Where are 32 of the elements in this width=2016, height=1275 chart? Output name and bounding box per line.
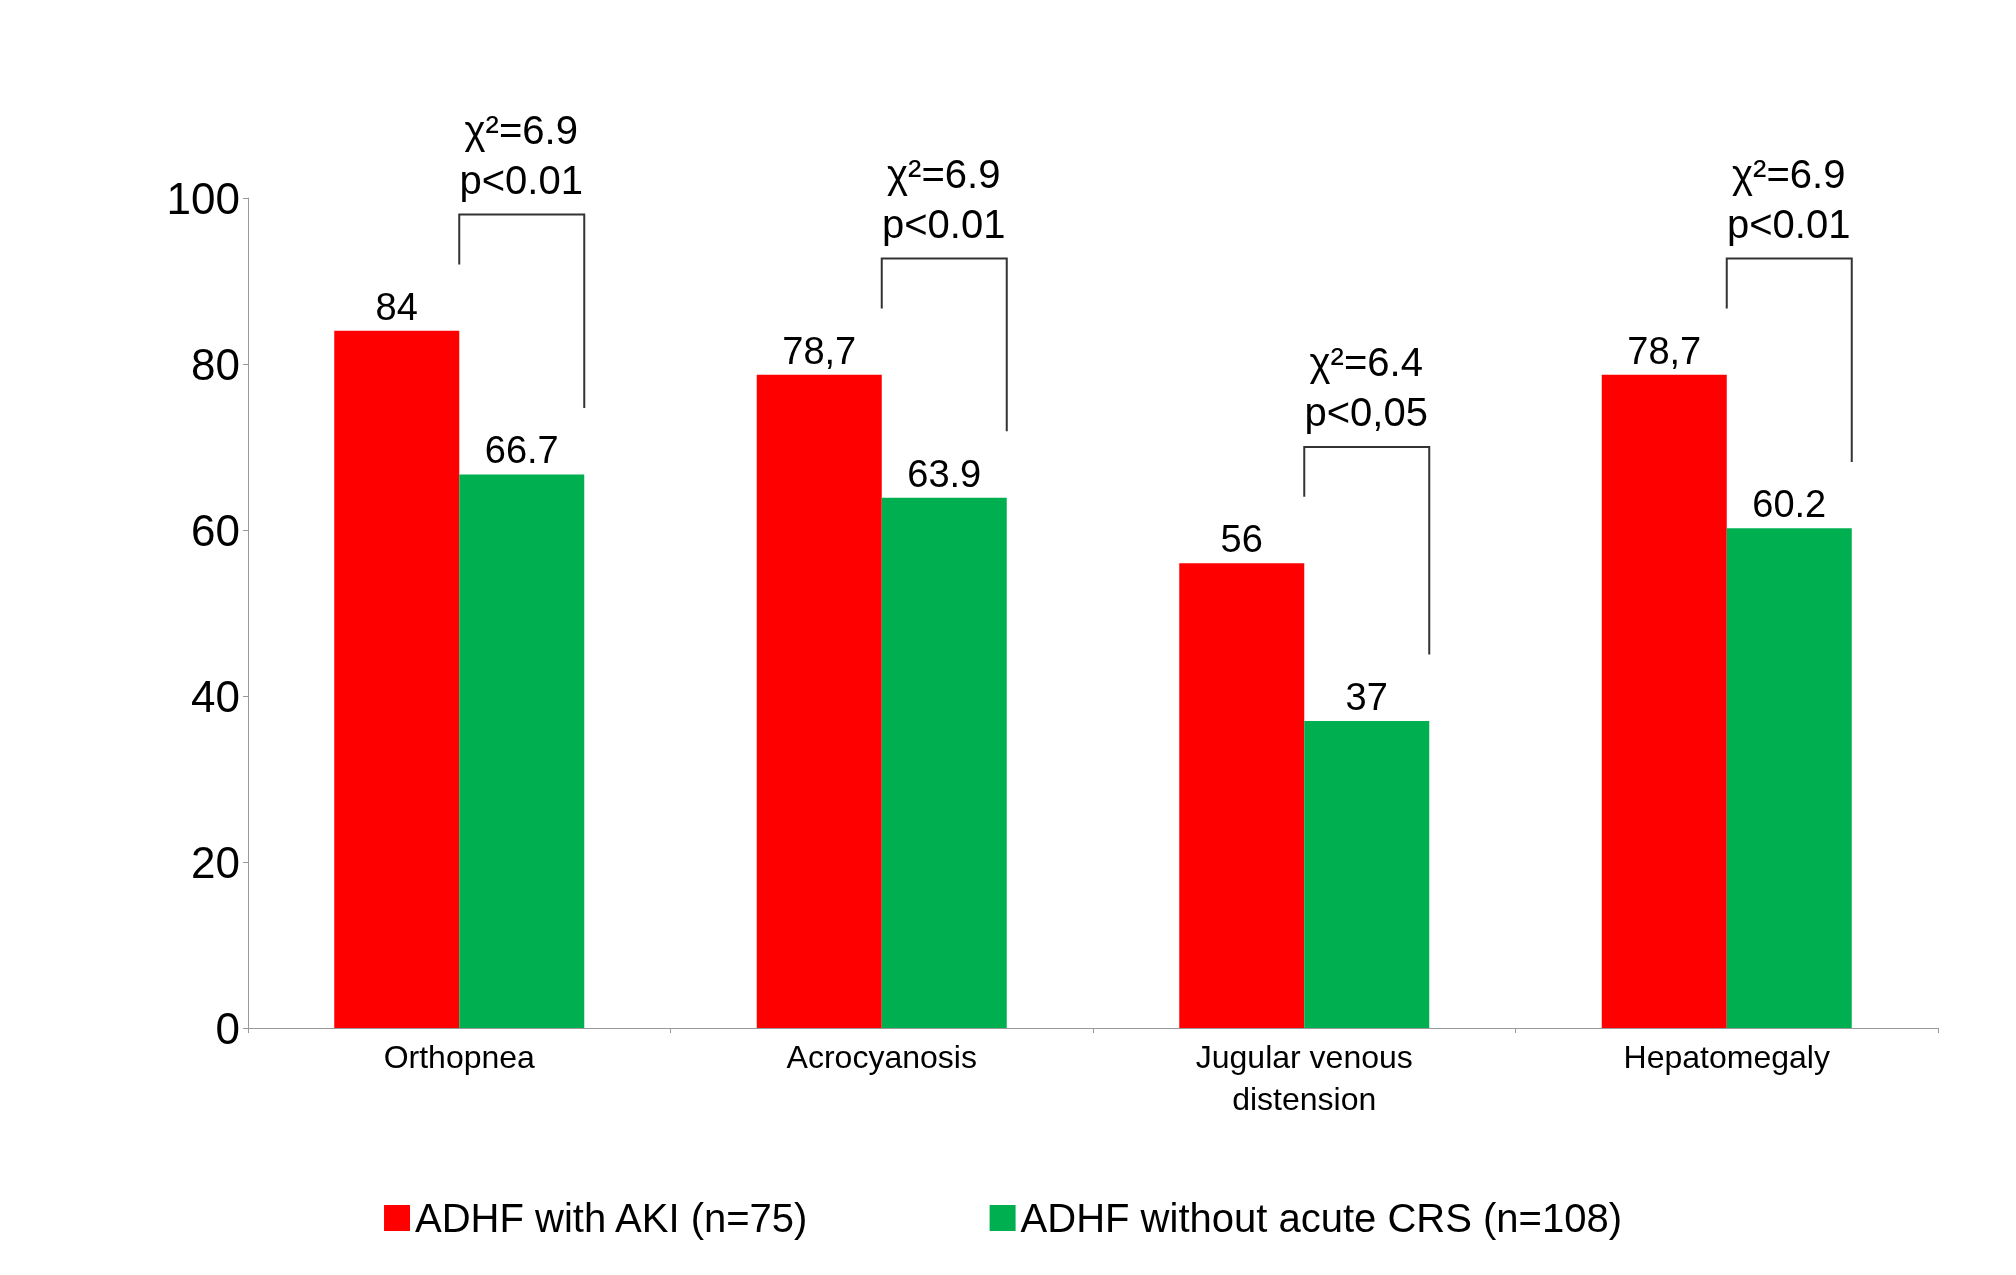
bar bbox=[1304, 720, 1430, 1028]
bar bbox=[1601, 374, 1727, 1028]
data-label: 56 bbox=[1220, 518, 1263, 561]
x-tick-label: Acrocyanosis bbox=[786, 1039, 977, 1075]
bar bbox=[1179, 563, 1305, 1028]
data-label: 66.7 bbox=[484, 429, 559, 472]
x-tick-label: Orthopnea bbox=[383, 1039, 536, 1075]
data-label: 78,7 bbox=[1627, 329, 1702, 372]
bar bbox=[459, 474, 585, 1028]
annotation: χ²=6.9 p<0.01 bbox=[1727, 151, 1851, 246]
annotation: χ²=6.4 p<0,05 bbox=[1304, 340, 1428, 434]
bar bbox=[1726, 528, 1852, 1028]
data-label: 84 bbox=[375, 285, 418, 328]
bar bbox=[334, 330, 460, 1028]
y-tick-label: 60 bbox=[191, 505, 240, 555]
annotation: χ²=6.9 p<0.01 bbox=[882, 151, 1006, 246]
data-label: 60.2 bbox=[1752, 483, 1827, 526]
y-tick-label: 0 bbox=[215, 1003, 240, 1053]
x-tick-label: Hepatomegaly bbox=[1623, 1039, 1830, 1075]
y-tick-label: 20 bbox=[191, 837, 240, 887]
annotation: χ²=6.9 p<0.01 bbox=[459, 107, 583, 202]
legend-label: ADHF with AKI (n=75) bbox=[415, 1196, 808, 1240]
y-tick-label: 40 bbox=[191, 671, 240, 721]
legend-label: ADHF without acute CRS (n=108) bbox=[1020, 1196, 1622, 1240]
y-tick-label: 100 bbox=[166, 173, 240, 223]
data-label: 37 bbox=[1345, 675, 1388, 718]
data-label: 63.9 bbox=[907, 452, 982, 495]
x-tick-label: Jugular venous distension bbox=[1195, 1039, 1413, 1117]
bar bbox=[881, 497, 1007, 1028]
bar bbox=[756, 374, 882, 1028]
y-tick-label: 80 bbox=[191, 339, 240, 389]
data-label: 78,7 bbox=[782, 329, 857, 372]
